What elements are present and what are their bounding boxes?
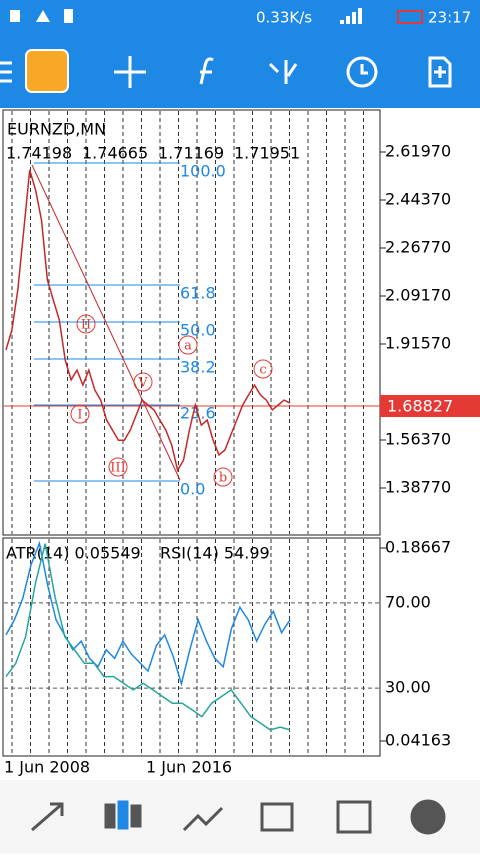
wave-label: a bbox=[184, 339, 192, 354]
fib-label: 100.0 bbox=[180, 162, 226, 181]
fib-lines bbox=[34, 162, 180, 482]
wave-label: b bbox=[219, 471, 227, 486]
clock: 23:17 bbox=[428, 9, 471, 27]
fib-label: 38.2 bbox=[180, 358, 216, 377]
indicator-rsi: RSI(14) 54.99 bbox=[160, 544, 270, 563]
indicator-atr: ATR(14) 0.05549 bbox=[6, 544, 141, 563]
current-price-label: 1.68827 bbox=[387, 397, 453, 416]
header bbox=[0, 0, 480, 108]
x-label: 1 Jun 2008 bbox=[4, 758, 90, 777]
ohlc: 1.74198 1.74665 1.71169 1.71951 bbox=[6, 144, 300, 163]
wave-circles bbox=[70, 314, 273, 487]
symbol: EURNZD,MN bbox=[7, 120, 106, 139]
status-icons bbox=[10, 8, 362, 24]
wave-label: III bbox=[110, 461, 125, 476]
fib-label: 50.0 bbox=[180, 321, 216, 340]
y-tick-label: 0.04163 bbox=[385, 731, 451, 750]
y-tick-label: 30.00 bbox=[385, 678, 431, 697]
atr-line bbox=[5, 543, 291, 731]
y-tick-label: 0.18667 bbox=[385, 538, 451, 557]
ohlc-close: 1.71951 bbox=[234, 144, 300, 163]
net-speed: 0.33K/s bbox=[256, 9, 312, 27]
rsi-line bbox=[5, 540, 291, 687]
toolbar-icons[interactable] bbox=[0, 49, 452, 93]
ohlc-open: 1.74198 bbox=[6, 144, 72, 163]
sub-panel bbox=[2, 537, 381, 757]
y-tick-label: 2.44370 bbox=[385, 190, 451, 209]
wave-label: c bbox=[259, 363, 266, 378]
trend-line bbox=[31, 164, 181, 481]
y-tick-label: 2.09170 bbox=[385, 286, 451, 305]
y-tick-label: 2.26770 bbox=[385, 238, 451, 257]
fib-label: 0.0 bbox=[180, 480, 205, 499]
nav-icons[interactable] bbox=[31, 799, 446, 835]
wave-label: I bbox=[77, 408, 82, 423]
fib-labels: 100.0 61.8 50.0 38.2 23.6 0.0 bbox=[180, 162, 226, 499]
current-price-box bbox=[380, 395, 480, 418]
bottom-nav bbox=[0, 780, 480, 854]
wave-labels: I II III V a b c bbox=[77, 318, 266, 486]
battery bbox=[397, 10, 423, 24]
y-tick-label: 1.56370 bbox=[385, 430, 451, 449]
wave-label: II bbox=[81, 318, 91, 333]
y-tick-label: 2.61970 bbox=[385, 142, 451, 161]
y-tick-label: 1.38770 bbox=[385, 478, 451, 497]
ohlc-low: 1.71169 bbox=[158, 144, 224, 163]
fib-label: 61.8 bbox=[180, 284, 216, 303]
main-panel bbox=[2, 109, 381, 536]
y-tick-label: 70.00 bbox=[385, 592, 431, 611]
x-label: 1 Jun 2016 bbox=[146, 758, 232, 777]
y-tick-label: 1.91570 bbox=[385, 334, 451, 353]
wave-label: V bbox=[137, 376, 148, 391]
ohlc-high: 1.74665 bbox=[82, 144, 148, 163]
price-line bbox=[5, 169, 291, 473]
